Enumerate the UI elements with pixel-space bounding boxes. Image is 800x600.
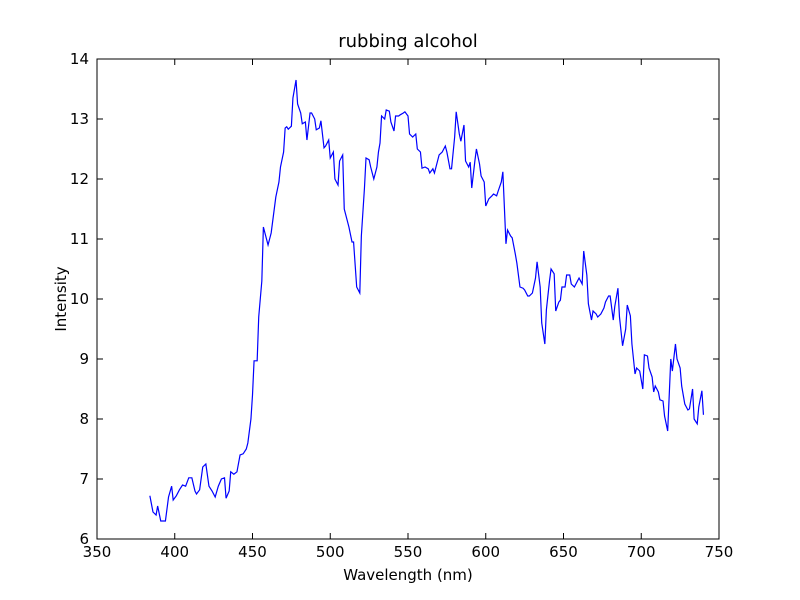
chart-title: rubbing alcohol <box>338 31 478 52</box>
x-tick-label: 600 <box>471 543 500 561</box>
y-tick-label: 6 <box>79 530 89 548</box>
x-tick-label: 400 <box>160 543 189 561</box>
x-tick-label: 750 <box>705 543 734 561</box>
y-tick-label: 14 <box>70 50 89 68</box>
plot-frame <box>96 58 720 540</box>
y-tick-label: 7 <box>79 470 89 488</box>
y-tick-label: 9 <box>79 350 89 368</box>
x-axis-label: Wavelength (nm) <box>343 566 473 584</box>
y-tick-label: 11 <box>70 230 89 248</box>
x-tick-label: 550 <box>394 543 423 561</box>
x-tick-label: 700 <box>627 543 656 561</box>
data-line <box>149 79 705 522</box>
x-tick-label: 500 <box>316 543 345 561</box>
y-axis-label: Intensity <box>52 266 70 331</box>
x-tick-label: 450 <box>238 543 267 561</box>
x-tick-label: 650 <box>549 543 578 561</box>
y-tick-label: 8 <box>79 410 89 428</box>
y-tick-label: 12 <box>70 170 89 188</box>
x-tick-label: 350 <box>83 543 112 561</box>
y-tick-label: 10 <box>70 290 89 308</box>
y-tick-label: 13 <box>70 110 89 128</box>
